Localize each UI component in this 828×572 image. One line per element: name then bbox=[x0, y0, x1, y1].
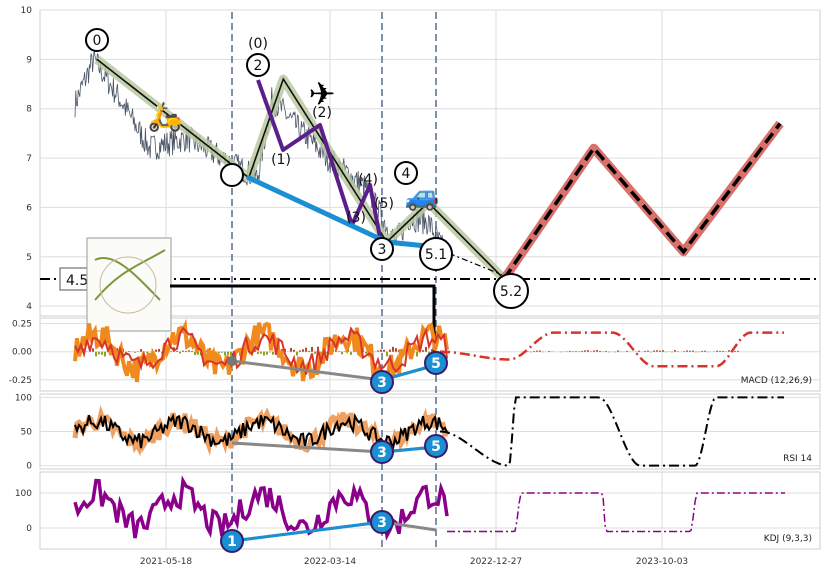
wave-label: 3 bbox=[378, 242, 387, 258]
forecast-line bbox=[502, 122, 782, 280]
wave-label: 5.1 bbox=[425, 247, 447, 263]
macd-signal bbox=[74, 326, 448, 375]
car-icon: 🚙 bbox=[405, 179, 440, 212]
wave-badge-label: 3 bbox=[377, 445, 387, 461]
macd-pivot-dot bbox=[227, 356, 237, 366]
kdj-forecast bbox=[447, 492, 785, 533]
wave-label: (2) bbox=[312, 105, 332, 121]
y-tick-label: 10 bbox=[21, 6, 33, 16]
wave-label: 0 bbox=[93, 33, 102, 49]
projection-line bbox=[435, 247, 511, 279]
y-tick-label: 6 bbox=[26, 203, 32, 213]
subwave-line bbox=[256, 79, 384, 249]
wave-label: (0) bbox=[248, 36, 268, 52]
wave-badge-label: 5 bbox=[431, 356, 441, 372]
airplane-icon: ✈ bbox=[309, 75, 336, 113]
wave-badge-label: 3 bbox=[377, 375, 387, 391]
x-tick-label: 2021-05-18 bbox=[140, 557, 193, 567]
wave-label: (4) bbox=[358, 172, 378, 188]
y-tick-label: 5 bbox=[26, 253, 32, 263]
wave-badge-label: 5 bbox=[431, 439, 441, 455]
y-tick-label: 100 bbox=[15, 393, 32, 403]
y-tick-label: 0.00 bbox=[12, 348, 32, 358]
y-tick-label: 9 bbox=[26, 55, 32, 65]
x-tick-label: 2022-12-27 bbox=[470, 557, 522, 567]
support-label: 4.5 bbox=[66, 273, 88, 289]
wave-line bbox=[96, 58, 505, 280]
y-tick-label: -0.25 bbox=[9, 376, 32, 386]
thumbnail-circle bbox=[99, 256, 157, 314]
wave-badge bbox=[370, 510, 394, 534]
wave-label-circle bbox=[246, 53, 270, 77]
scooter-icon: 🛵 bbox=[148, 100, 183, 133]
y-tick-label: 7 bbox=[26, 154, 32, 164]
wave-badge bbox=[424, 434, 448, 458]
panel-label: RSI 14 bbox=[783, 454, 812, 464]
wave-label: (5) bbox=[374, 196, 394, 212]
y-tick-label: 4 bbox=[26, 302, 32, 312]
kdj-divergence-segment bbox=[231, 520, 383, 543]
wave-label-circle bbox=[493, 273, 529, 309]
wave-badge bbox=[370, 370, 394, 394]
wave-badge-label: 3 bbox=[377, 515, 387, 531]
wave-badge bbox=[424, 351, 448, 375]
wave-badge bbox=[220, 529, 244, 553]
wave-label-circle bbox=[394, 161, 418, 185]
wave-label: 5.2 bbox=[500, 284, 522, 300]
panel-frame bbox=[39, 471, 821, 550]
rsi-forecast bbox=[439, 396, 784, 467]
wave-badge bbox=[370, 440, 394, 464]
x-tick-label: 2023-10-03 bbox=[636, 557, 688, 567]
y-tick-label: 0 bbox=[26, 524, 32, 534]
y-tick-label: 100 bbox=[15, 489, 32, 499]
panel-label: MACD (12,26,9) bbox=[741, 376, 812, 386]
wave-badge-label: 1 bbox=[227, 534, 237, 550]
macd-forecast bbox=[440, 331, 784, 368]
wave-label-circle bbox=[370, 237, 394, 261]
wave-label-circle bbox=[419, 237, 453, 271]
wave-label-circle bbox=[220, 163, 244, 187]
y-tick-label: 8 bbox=[26, 105, 32, 115]
wave-label: 2 bbox=[254, 58, 263, 74]
y-tick-label: 0 bbox=[26, 462, 32, 472]
wave-label: (3) bbox=[346, 210, 366, 226]
x-tick-label: 2022-03-14 bbox=[304, 557, 357, 567]
panel-label: KDJ (9,3,3) bbox=[764, 534, 812, 544]
y-tick-label: 50 bbox=[21, 428, 33, 438]
wave-label: 4 bbox=[402, 166, 411, 182]
wave-label-circle bbox=[85, 28, 109, 52]
wave-label: (1) bbox=[271, 152, 291, 168]
thumbnail-curve bbox=[94, 249, 166, 301]
y-tick-label: 0.25 bbox=[12, 320, 32, 330]
